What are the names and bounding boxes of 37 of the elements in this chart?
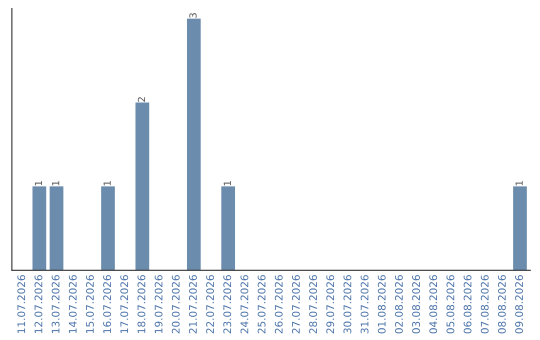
x-tick-label: 08.08.2026	[498, 275, 506, 334]
x-tick-label: 05.08.2026	[446, 275, 454, 334]
data-label: 1	[52, 181, 60, 186]
data-label: 1	[224, 181, 231, 186]
x-tick-label: 30.07.2026	[343, 275, 352, 334]
data-label: 1	[516, 181, 523, 186]
x-tick-label: 07.08.2026	[480, 275, 489, 334]
x-tick-label: 28.07.2026	[309, 275, 318, 334]
data-label: 3	[189, 13, 197, 18]
x-tick-label: 26.07.2026	[274, 275, 283, 334]
x-tick-label: 22.07.2026	[206, 275, 214, 334]
x-tick-label: 15.07.2026	[86, 275, 94, 333]
x-tick-label: 12.07.2026	[34, 275, 42, 333]
x-tick-label: 21.07.2026	[188, 275, 197, 334]
x-tick-label: 14.07.2026	[68, 275, 77, 333]
x-tick-label: 20.07.2026	[172, 275, 180, 334]
x-tick-label: 17.07.2026	[120, 275, 128, 333]
x-tick-label: 24.07.2026	[240, 275, 248, 334]
x-tick-label: 04.08.2026	[429, 275, 438, 334]
data-label: 1	[34, 181, 42, 186]
x-tick-label: 02.08.2026	[394, 275, 403, 334]
x-tick-label: 25.07.2026	[258, 275, 266, 334]
x-tick-label: 23.07.2026	[223, 275, 232, 334]
x-tick-label: 19.07.2026	[154, 275, 163, 333]
x-tick-label: 09.08.2026	[515, 275, 524, 334]
x-tick-label: 16.07.2026	[103, 275, 112, 333]
x-tick-label: 13.07.2026	[52, 275, 60, 333]
x-tick-label: 29.07.2026	[326, 275, 334, 334]
x-tick-label: 11.07.2026	[17, 275, 26, 333]
x-tick-label: 31.07.2026	[360, 275, 369, 334]
x-tick-label: 18.07.2026	[137, 275, 146, 333]
x-tick-label: 03.08.2026	[412, 275, 420, 334]
data-label: 1	[104, 181, 111, 186]
x-tick-label: 06.08.2026	[464, 275, 472, 334]
data-label: 2	[138, 97, 146, 102]
x-tick-label: 27.07.2026	[292, 275, 300, 334]
x-tick-label: 01.08.2026	[378, 275, 386, 334]
